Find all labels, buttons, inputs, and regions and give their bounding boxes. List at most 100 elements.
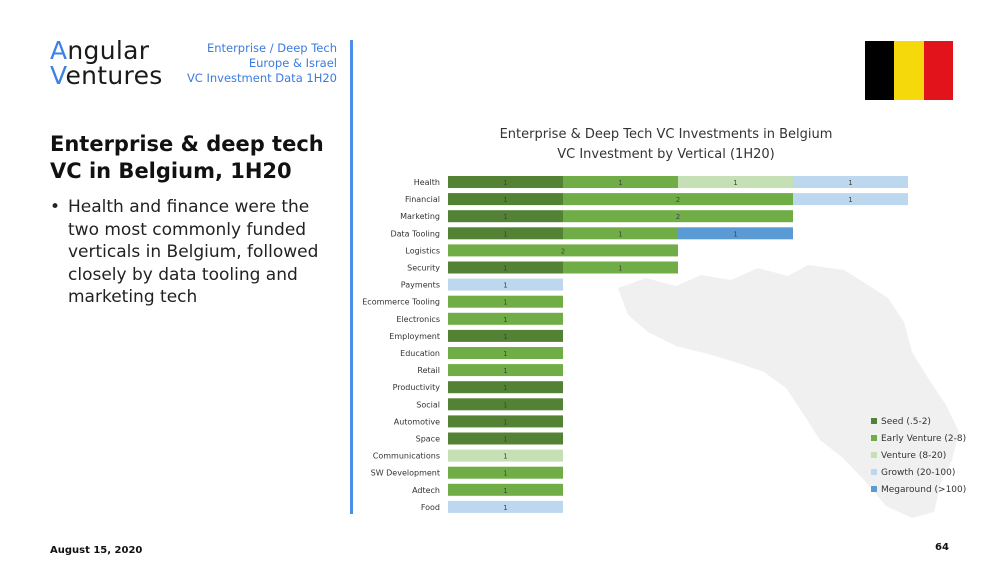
bar-space-seed-5-2 bbox=[448, 432, 563, 445]
bar-communications-venture-8-20 bbox=[448, 449, 563, 462]
legend-label-growth-20-100: Growth (20-100) bbox=[881, 468, 955, 478]
bar-automotive-seed-5-2 bbox=[448, 415, 563, 428]
data-label-education-early-venture-2-8: 1 bbox=[503, 350, 507, 358]
category-label-logistics: Logistics bbox=[405, 246, 440, 255]
data-label-data-tooling-seed-5-2: 1 bbox=[503, 230, 507, 238]
category-label-payments: Payments bbox=[401, 281, 440, 290]
data-label-health-early-venture-2-8: 1 bbox=[618, 179, 622, 187]
category-label-ecommerce-tooling: Ecommerce Tooling bbox=[362, 298, 440, 307]
chart-bars: Health 1 1 1 1 Financial 1 2 1 Marketing 1 2 Data To… bbox=[362, 176, 908, 513]
bar-ecommerce-tooling-early-venture-2-8 bbox=[448, 295, 563, 308]
chart-legend: Seed (.5-2) Early Venture (2-8) Venture (8… bbox=[871, 417, 966, 495]
bullet-point: • Health and finance were the two most c… bbox=[50, 196, 345, 309]
bar-social-seed-5-2 bbox=[448, 398, 563, 411]
data-label-security-seed-5-2: 1 bbox=[503, 265, 507, 273]
data-label-automotive-seed-5-2: 1 bbox=[503, 418, 507, 426]
bar-data-tooling-megaround-100 bbox=[678, 227, 793, 240]
category-label-security: Security bbox=[407, 264, 440, 273]
legend-label-seed-5-2: Seed (.5-2) bbox=[881, 417, 931, 427]
flag-stripe-red bbox=[923, 41, 953, 100]
bar-food-growth-20-100 bbox=[448, 500, 563, 513]
flag-stripe-yellow bbox=[894, 41, 924, 100]
data-label-financial-early-venture-2-8: 2 bbox=[676, 196, 680, 204]
data-label-sw-development-early-venture-2-8: 1 bbox=[503, 470, 507, 478]
category-label-food: Food bbox=[421, 503, 440, 512]
bar-data-tooling-seed-5-2 bbox=[448, 227, 563, 240]
category-label-communications: Communications bbox=[373, 452, 440, 461]
bar-health-seed-5-2 bbox=[448, 176, 563, 188]
data-label-retail-early-venture-2-8: 1 bbox=[503, 367, 507, 375]
legend-swatch-early-venture-2-8 bbox=[871, 435, 877, 441]
category-label-sw-development: SW Development bbox=[371, 469, 440, 478]
category-label-productivity: Productivity bbox=[393, 383, 441, 392]
bar-marketing-early-venture-2-8 bbox=[563, 210, 793, 223]
legend-swatch-growth-20-100 bbox=[871, 469, 877, 475]
belgium-flag bbox=[865, 41, 953, 100]
bar-health-early-venture-2-8 bbox=[563, 176, 678, 188]
bar-adtech-early-venture-2-8 bbox=[448, 483, 563, 496]
bar-security-early-venture-2-8 bbox=[563, 261, 678, 274]
legend-label-early-venture-2-8: Early Venture (2-8) bbox=[881, 434, 966, 444]
data-label-marketing-seed-5-2: 1 bbox=[503, 213, 507, 221]
flag-stripe-black bbox=[865, 41, 895, 100]
chart-title: Enterprise & Deep Tech VC Investments in… bbox=[500, 127, 833, 142]
category-label-employment: Employment bbox=[389, 332, 440, 341]
legend-swatch-megaround-100 bbox=[871, 486, 877, 492]
data-label-social-seed-5-2: 1 bbox=[503, 401, 507, 409]
category-label-adtech: Adtech bbox=[412, 486, 440, 495]
data-label-data-tooling-early-venture-2-8: 1 bbox=[618, 230, 622, 238]
data-label-communications-venture-8-20: 1 bbox=[503, 453, 507, 461]
chart-subtitle: VC Investment by Vertical (1H20) bbox=[557, 147, 774, 162]
bar-financial-seed-5-2 bbox=[448, 193, 563, 206]
category-label-health: Health bbox=[414, 178, 440, 187]
bar-chart: Enterprise & Deep Tech VC Investments in… bbox=[362, 127, 966, 518]
belgium-map-shape bbox=[618, 265, 959, 518]
data-label-security-early-venture-2-8: 1 bbox=[618, 265, 622, 273]
footer-date: August 15, 2020 bbox=[50, 545, 143, 556]
bullet-marker: • bbox=[50, 197, 61, 217]
data-label-food-growth-20-100: 1 bbox=[503, 504, 507, 512]
category-label-retail: Retail bbox=[417, 366, 440, 375]
bar-payments-growth-20-100 bbox=[448, 278, 563, 291]
bar-retail-early-venture-2-8 bbox=[448, 364, 563, 377]
legend-swatch-seed-5-2 bbox=[871, 418, 877, 424]
legend-label-megaround-100: Megaround (>100) bbox=[881, 485, 966, 495]
bar-health-growth-20-100 bbox=[793, 176, 908, 188]
header-info: Enterprise / Deep Tech Europe & Israel V… bbox=[187, 41, 337, 86]
data-label-adtech-early-venture-2-8: 1 bbox=[503, 487, 507, 495]
bar-productivity-seed-5-2 bbox=[448, 381, 563, 394]
data-label-health-venture-8-20: 1 bbox=[733, 179, 737, 187]
data-label-payments-growth-20-100: 1 bbox=[503, 282, 507, 290]
data-label-electronics-early-venture-2-8: 1 bbox=[503, 316, 507, 324]
legend-swatch-venture-8-20 bbox=[871, 452, 877, 458]
data-label-marketing-early-venture-2-8: 2 bbox=[676, 213, 680, 221]
bar-logistics-early-venture-2-8 bbox=[448, 244, 678, 257]
data-label-space-seed-5-2: 1 bbox=[503, 436, 507, 444]
divider-line bbox=[350, 40, 353, 514]
slide-title: Enterprise & deep tech VC in Belgium, 1H… bbox=[50, 132, 324, 183]
bar-data-tooling-early-venture-2-8 bbox=[563, 227, 678, 240]
category-label-marketing: Marketing bbox=[400, 212, 440, 221]
header-line-1: Enterprise / Deep Tech bbox=[206, 41, 337, 55]
data-label-productivity-seed-5-2: 1 bbox=[503, 384, 507, 392]
data-label-ecommerce-tooling-early-venture-2-8: 1 bbox=[503, 299, 507, 307]
category-label-social: Social bbox=[416, 400, 440, 409]
bar-health-venture-8-20 bbox=[678, 176, 793, 188]
bar-sw-development-early-venture-2-8 bbox=[448, 466, 563, 479]
legend-label-venture-8-20: Venture (8-20) bbox=[881, 451, 946, 461]
category-label-electronics: Electronics bbox=[396, 315, 440, 324]
bar-employment-seed-5-2 bbox=[448, 329, 563, 342]
category-label-education: Education bbox=[400, 349, 440, 358]
data-label-data-tooling-megaround-100: 1 bbox=[733, 230, 737, 238]
data-label-health-seed-5-2: 1 bbox=[503, 179, 507, 187]
bullet-text: Health and finance were the two most com… bbox=[68, 197, 319, 307]
data-label-employment-seed-5-2: 1 bbox=[503, 333, 507, 341]
page-number: 64 bbox=[935, 542, 949, 553]
header-line-2: Europe & Israel bbox=[248, 56, 337, 70]
data-label-health-growth-20-100: 1 bbox=[848, 179, 852, 187]
bar-electronics-early-venture-2-8 bbox=[448, 312, 563, 325]
category-label-financial: Financial bbox=[405, 195, 440, 204]
header-line-3: VC Investment Data 1H20 bbox=[186, 71, 337, 85]
bar-financial-growth-20-100 bbox=[793, 193, 908, 206]
category-label-automotive: Automotive bbox=[394, 417, 440, 426]
